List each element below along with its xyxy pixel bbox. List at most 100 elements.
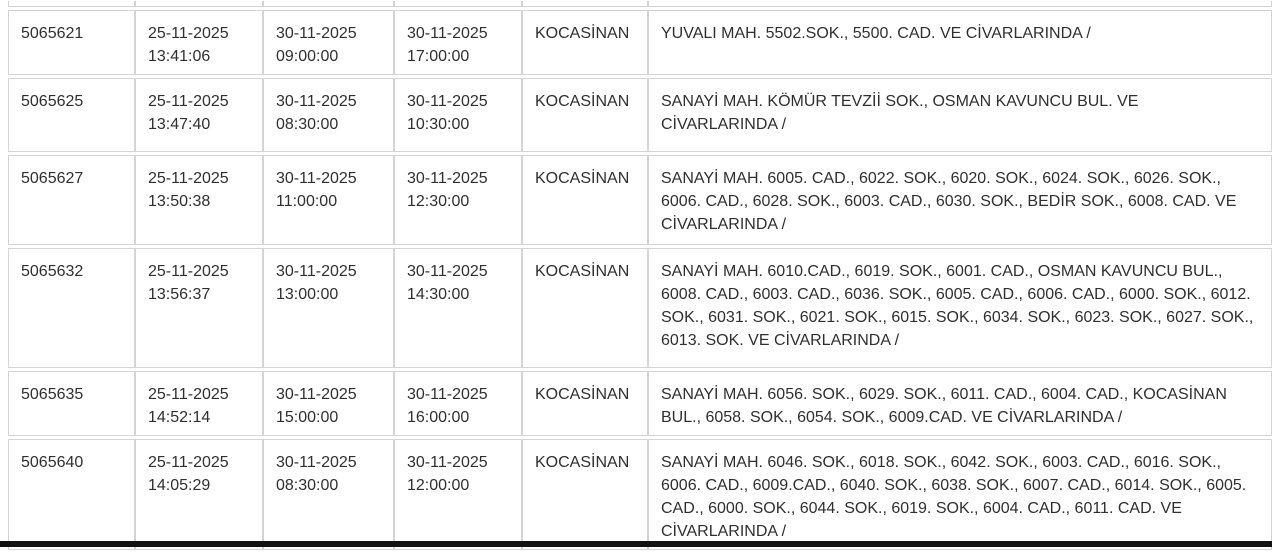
bottom-divider-bar bbox=[0, 541, 1272, 547]
area-description: SANAYİ MAH. 6056. SOK., 6029. SOK., 6011… bbox=[661, 386, 1227, 426]
start-date: 30-11-2025 bbox=[276, 263, 357, 280]
table-row: 5065625 25-11-2025 13:47:40 30-11-2025 0… bbox=[8, 78, 1272, 152]
empty-cell bbox=[135, 1, 263, 7]
outage-id: 5065640 bbox=[21, 454, 84, 471]
area-description: SANAYİ MAH. KÖMÜR TEVZİİ SOK., OSMAN KAV… bbox=[661, 93, 1139, 133]
end-datetime-cell: 30-11-2025 12:00:00 bbox=[394, 439, 522, 550]
table-row: 5065621 25-11-2025 13:41:06 30-11-2025 0… bbox=[8, 10, 1272, 75]
record-time: 13:41:06 bbox=[148, 48, 211, 65]
record-datetime-cell: 25-11-2025 13:56:37 bbox=[135, 248, 263, 368]
district-cell: KOCASİNAN bbox=[522, 78, 648, 152]
area-description: SANAYİ MAH. 6005. CAD., 6022. SOK., 6020… bbox=[661, 170, 1237, 233]
end-time: 12:00:00 bbox=[407, 477, 470, 494]
area-cell: SANAYİ MAH. 6005. CAD., 6022. SOK., 6020… bbox=[648, 155, 1272, 245]
empty-cell bbox=[522, 1, 648, 7]
outage-id-cell: 5065635 bbox=[8, 371, 135, 436]
district-cell: KOCASİNAN bbox=[522, 248, 648, 368]
record-datetime-cell: 25-11-2025 13:41:06 bbox=[135, 10, 263, 75]
start-time: 09:00:00 bbox=[276, 48, 339, 65]
start-datetime-cell: 30-11-2025 09:00:00 bbox=[263, 10, 394, 75]
record-datetime-cell: 25-11-2025 13:50:38 bbox=[135, 155, 263, 245]
start-date: 30-11-2025 bbox=[276, 170, 357, 187]
district-cell: KOCASİNAN bbox=[522, 439, 648, 550]
empty-cell bbox=[263, 1, 394, 7]
end-datetime-cell: 30-11-2025 16:00:00 bbox=[394, 371, 522, 436]
district-label: KOCASİNAN bbox=[535, 93, 630, 110]
outage-id-cell: 5065625 bbox=[8, 78, 135, 152]
start-datetime-cell: 30-11-2025 08:30:00 bbox=[263, 439, 394, 550]
record-date: 25-11-2025 bbox=[148, 93, 229, 110]
end-time: 14:30:00 bbox=[407, 286, 470, 303]
record-datetime-cell: 25-11-2025 13:47:40 bbox=[135, 78, 263, 152]
area-description: SANAYİ MAH. 6046. SOK., 6018. SOK., 6042… bbox=[661, 454, 1247, 540]
end-time: 17:00:00 bbox=[407, 48, 470, 65]
table-row: 5065627 25-11-2025 13:50:38 30-11-2025 1… bbox=[8, 155, 1272, 245]
outage-id: 5065635 bbox=[21, 386, 84, 403]
record-date: 25-11-2025 bbox=[148, 170, 229, 187]
area-cell: SANAYİ MAH. 6010.CAD., 6019. SOK., 6001.… bbox=[648, 248, 1272, 368]
table-row: 5065640 25-11-2025 14:05:29 30-11-2025 0… bbox=[8, 439, 1272, 550]
record-date: 25-11-2025 bbox=[148, 454, 229, 471]
district-cell: KOCASİNAN bbox=[522, 10, 648, 75]
record-datetime-cell: 25-11-2025 14:05:29 bbox=[135, 439, 263, 550]
outage-id-cell: 5065632 bbox=[8, 248, 135, 368]
record-datetime-cell: 25-11-2025 14:52:14 bbox=[135, 371, 263, 436]
start-date: 30-11-2025 bbox=[276, 386, 357, 403]
end-datetime-cell: 30-11-2025 14:30:00 bbox=[394, 248, 522, 368]
area-description: SANAYİ MAH. 6010.CAD., 6019. SOK., 6001.… bbox=[661, 263, 1254, 349]
start-date: 30-11-2025 bbox=[276, 454, 357, 471]
record-time: 14:52:14 bbox=[148, 409, 211, 426]
start-time: 15:00:00 bbox=[276, 409, 339, 426]
empty-cell bbox=[8, 1, 135, 7]
record-date: 25-11-2025 bbox=[148, 263, 229, 280]
start-time: 08:30:00 bbox=[276, 116, 339, 133]
table-row: 5065632 25-11-2025 13:56:37 30-11-2025 1… bbox=[8, 248, 1272, 368]
district-cell: KOCASİNAN bbox=[522, 371, 648, 436]
outage-id: 5065621 bbox=[21, 25, 84, 42]
record-date: 25-11-2025 bbox=[148, 25, 229, 42]
outage-id-cell: 5065621 bbox=[8, 10, 135, 75]
start-time: 13:00:00 bbox=[276, 286, 339, 303]
end-date: 30-11-2025 bbox=[407, 454, 488, 471]
start-time: 11:00:00 bbox=[276, 193, 338, 210]
district-label: KOCASİNAN bbox=[535, 25, 630, 42]
end-date: 30-11-2025 bbox=[407, 170, 488, 187]
district-label: KOCASİNAN bbox=[535, 170, 630, 187]
start-datetime-cell: 30-11-2025 08:30:00 bbox=[263, 78, 394, 152]
area-cell: YUVALI MAH. 5502.SOK., 5500. CAD. VE CİV… bbox=[648, 10, 1272, 75]
end-time: 10:30:00 bbox=[407, 116, 470, 133]
district-label: KOCASİNAN bbox=[535, 454, 630, 471]
outage-id: 5065632 bbox=[21, 263, 84, 280]
end-datetime-cell: 30-11-2025 10:30:00 bbox=[394, 78, 522, 152]
start-time: 08:30:00 bbox=[276, 477, 339, 494]
table-row: 5065635 25-11-2025 14:52:14 30-11-2025 1… bbox=[8, 371, 1272, 436]
area-description: YUVALI MAH. 5502.SOK., 5500. CAD. VE CİV… bbox=[661, 25, 1091, 42]
outage-id-cell: 5065627 bbox=[8, 155, 135, 245]
record-time: 13:50:38 bbox=[148, 193, 211, 210]
area-cell: SANAYİ MAH. 6046. SOK., 6018. SOK., 6042… bbox=[648, 439, 1272, 550]
outage-id: 5065627 bbox=[21, 170, 84, 187]
start-date: 30-11-2025 bbox=[276, 93, 357, 110]
table-row-partial bbox=[8, 1, 1272, 7]
outage-id: 5065625 bbox=[21, 93, 84, 110]
start-datetime-cell: 30-11-2025 13:00:00 bbox=[263, 248, 394, 368]
end-datetime-cell: 30-11-2025 12:30:00 bbox=[394, 155, 522, 245]
start-datetime-cell: 30-11-2025 11:00:00 bbox=[263, 155, 394, 245]
end-date: 30-11-2025 bbox=[407, 93, 488, 110]
empty-cell bbox=[648, 1, 1272, 7]
district-label: KOCASİNAN bbox=[535, 263, 630, 280]
start-date: 30-11-2025 bbox=[276, 25, 357, 42]
outage-id-cell: 5065640 bbox=[8, 439, 135, 550]
end-time: 12:30:00 bbox=[407, 193, 470, 210]
start-datetime-cell: 30-11-2025 15:00:00 bbox=[263, 371, 394, 436]
record-time: 13:56:37 bbox=[148, 286, 211, 303]
district-label: KOCASİNAN bbox=[535, 386, 630, 403]
area-cell: SANAYİ MAH. KÖMÜR TEVZİİ SOK., OSMAN KAV… bbox=[648, 78, 1272, 152]
end-time: 16:00:00 bbox=[407, 409, 470, 426]
end-date: 30-11-2025 bbox=[407, 386, 488, 403]
end-datetime-cell: 30-11-2025 17:00:00 bbox=[394, 10, 522, 75]
record-date: 25-11-2025 bbox=[148, 386, 229, 403]
outage-schedule-table: 5065621 25-11-2025 13:41:06 30-11-2025 0… bbox=[8, 0, 1272, 553]
end-date: 30-11-2025 bbox=[407, 263, 488, 280]
